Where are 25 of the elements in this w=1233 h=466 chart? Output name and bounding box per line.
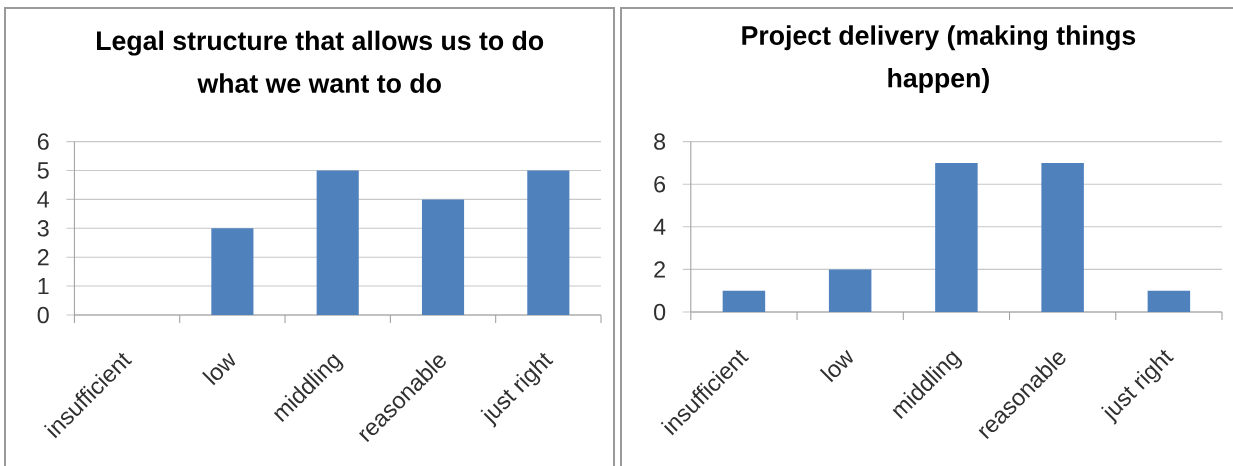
x-tick-label: low <box>819 349 853 383</box>
bar <box>935 162 978 312</box>
x-tick-label: low <box>202 352 236 386</box>
y-tick-label: 2 <box>654 261 665 278</box>
bar <box>316 170 359 315</box>
bar <box>1147 290 1191 312</box>
y-tick-label: 4 <box>653 218 666 235</box>
y-tick-label: 6 <box>654 175 666 193</box>
y-tick-label: 1 <box>38 278 49 295</box>
y-tick-label: 5 <box>37 162 49 179</box>
y-tick-label: 0 <box>37 306 49 324</box>
y-tick-label: 3 <box>37 220 49 237</box>
chart-title: Legal structure that allows us to do what we want to do <box>97 30 544 93</box>
bar <box>828 269 872 312</box>
chart-title: Project delivery (making things happen) <box>742 25 1136 93</box>
bar <box>527 170 570 315</box>
y-tick-label: 6 <box>37 133 49 150</box>
bar <box>211 228 254 315</box>
bar <box>421 199 465 315</box>
bar <box>1041 162 1084 312</box>
bar <box>722 290 766 312</box>
y-tick-label: 8 <box>654 133 666 150</box>
y-tick-label: 0 <box>654 303 666 321</box>
y-tick-label: 4 <box>37 191 50 208</box>
y-tick-label: 2 <box>37 249 49 266</box>
